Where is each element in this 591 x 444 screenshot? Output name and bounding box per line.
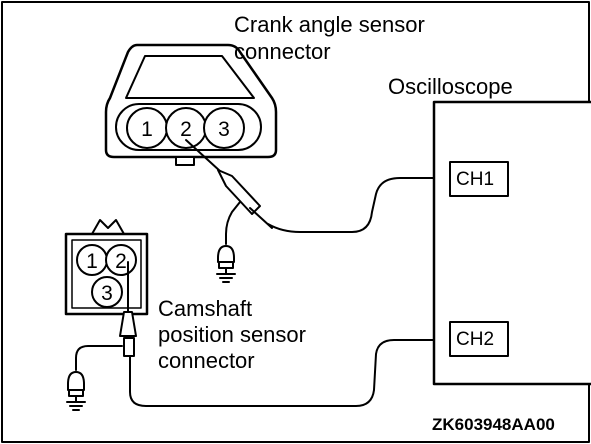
ground-bulb-crank bbox=[216, 245, 236, 283]
crank-pin-3 bbox=[203, 107, 245, 149]
crank-pin-3-label: 3 bbox=[218, 118, 230, 141]
cam-pin-2-label: 2 bbox=[115, 250, 127, 273]
cam-pin-3 bbox=[91, 276, 123, 308]
figure-code: ZK603948AA00 bbox=[432, 415, 555, 434]
crank-probe bbox=[185, 139, 453, 245]
cam-connector-title-line2: position sensor bbox=[158, 322, 306, 347]
cam-pin-1-label: 1 bbox=[86, 250, 98, 273]
cam-probe bbox=[75, 261, 453, 407]
cam-connector-title-line1: Camshaft bbox=[158, 296, 253, 321]
ch2-terminal bbox=[449, 321, 509, 357]
crank-connector-title-line2: connector bbox=[234, 39, 331, 64]
oscilloscope-title: Oscilloscope bbox=[388, 74, 513, 99]
crank-pin-1-label: 1 bbox=[141, 118, 153, 141]
crank-connector-title-line1: Crank angle sensor bbox=[234, 12, 425, 37]
crank-pin-2-label: 2 bbox=[180, 118, 192, 141]
ground-bulb-cam bbox=[66, 371, 86, 411]
ch2-label: CH2 bbox=[456, 329, 495, 350]
cam-connector-title-line3: connector bbox=[158, 348, 255, 373]
cam-pin-3-label: 3 bbox=[101, 282, 113, 305]
ch1-label: CH1 bbox=[456, 169, 495, 190]
ch1-terminal bbox=[449, 161, 509, 197]
